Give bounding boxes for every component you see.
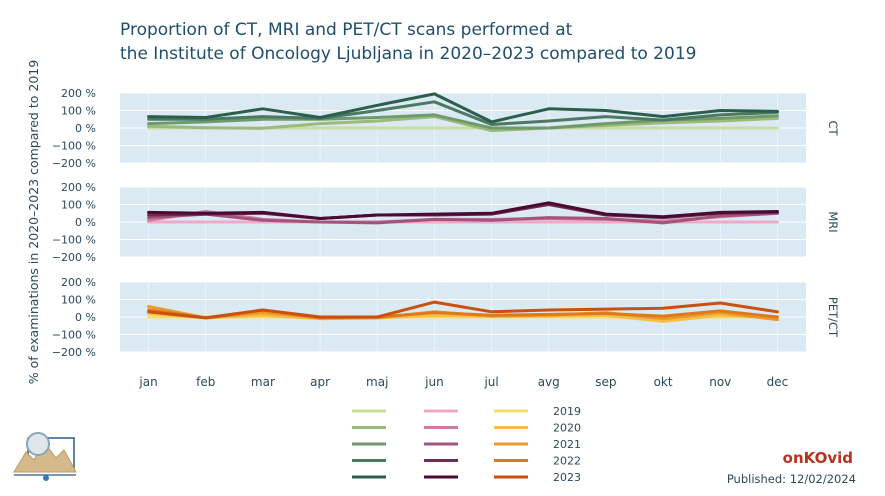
series-line-petct-2023 [147, 300, 779, 320]
chart-title: Proportion of CT, MRI and PET/CT scans p… [120, 18, 820, 66]
y-tick-label: 200 % [61, 181, 96, 194]
x-tick-label: jul [483, 375, 498, 389]
y-tick-label: 200 % [61, 276, 96, 289]
y-tick-label: 100 % [61, 105, 96, 118]
y-tick-label: −200 % [52, 157, 96, 170]
x-tick-label: okt [654, 375, 673, 389]
y-tick-label: −100 % [52, 140, 96, 153]
published-date: Published: 12/02/2024 [726, 472, 856, 486]
x-tick-label: feb [196, 375, 215, 389]
legend-label: 2022 [553, 455, 581, 468]
chart-title-line1: Proportion of CT, MRI and PET/CT scans p… [120, 20, 573, 40]
legend-label: 2021 [553, 438, 581, 451]
x-tick-label: maj [366, 375, 388, 389]
y-tick-label: −200 % [52, 251, 96, 264]
x-tick-label: mar [251, 375, 275, 389]
legend-label: 2023 [553, 471, 581, 484]
legend-label: 2019 [553, 405, 581, 418]
y-tick-label: 0 % [75, 311, 96, 324]
y-axis-label: % of examinations in 2020–2023 compared … [26, 60, 41, 384]
chart-title-line2: the Institute of Oncology Ljubljana in 2… [120, 44, 697, 64]
y-tick-label: 0 % [75, 122, 96, 135]
y-tick-label: −100 % [52, 329, 96, 342]
series-line-mri-2021 [147, 211, 779, 225]
series-line-mri-2023 [147, 201, 779, 220]
panel-label: PET/CT [826, 297, 840, 338]
y-tick-label: 100 % [61, 199, 96, 212]
brand-label: onKOvid [782, 449, 853, 467]
x-tick-label: apr [310, 375, 330, 389]
panel-label: MRI [826, 211, 840, 232]
x-tick-label: jan [138, 375, 157, 389]
legend-label: 2020 [553, 422, 581, 435]
x-tick-label: avg [538, 375, 560, 389]
x-tick-label: nov [709, 375, 731, 389]
x-tick-label: dec [767, 375, 789, 389]
y-tick-label: 200 % [61, 87, 96, 100]
series-line-ct-2023 [147, 92, 779, 124]
series-line-ct-2022 [147, 100, 779, 126]
x-tick-label: sep [595, 375, 616, 389]
y-tick-label: −100 % [52, 234, 96, 247]
y-tick-label: 100 % [61, 294, 96, 307]
panel-label: CT [826, 120, 840, 136]
y-tick-label: −200 % [52, 346, 96, 359]
x-tick-label: jun [424, 375, 444, 389]
series-line-petct-2020 [147, 312, 779, 323]
series-line-ct-2020 [147, 115, 779, 133]
onkovid-logo [13, 432, 77, 481]
y-tick-label: 0 % [75, 216, 96, 229]
